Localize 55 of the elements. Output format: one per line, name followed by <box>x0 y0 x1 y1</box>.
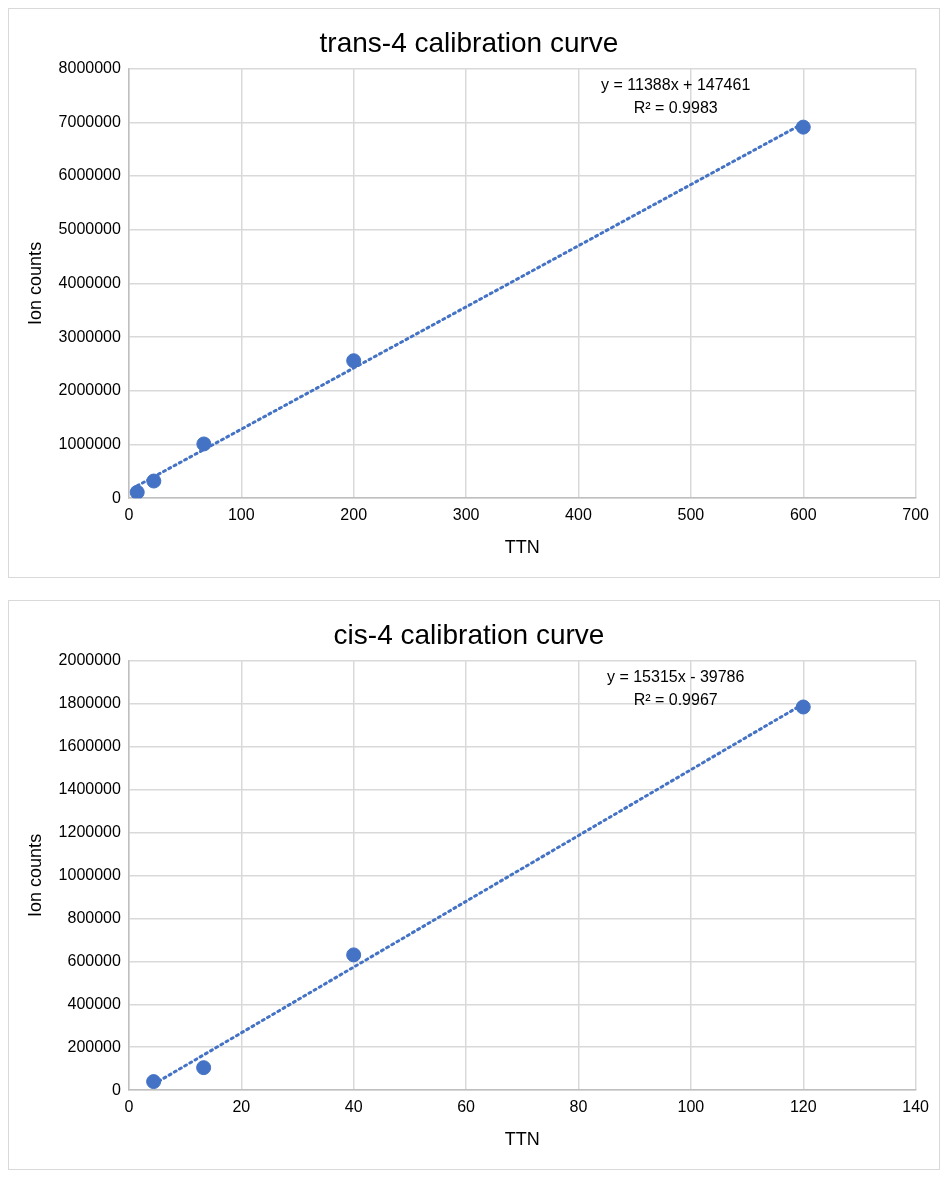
x-tick-label: 500 <box>677 506 705 524</box>
annotation: y = 11388x + 147461 <box>601 76 751 94</box>
y-tick-label: 5000000 <box>58 220 121 238</box>
x-tick-label: 140 <box>902 1098 930 1116</box>
y-tick-label: 800000 <box>67 908 121 926</box>
point <box>346 947 362 963</box>
annotation: R² = 0.9967 <box>633 691 718 709</box>
y-tick-label: 600000 <box>67 951 121 969</box>
x-tick-label: 700 <box>902 506 930 524</box>
point <box>795 119 811 135</box>
x-axis-title: TTN <box>504 1129 540 1150</box>
y-tick-label: 4000000 <box>58 273 121 291</box>
y-tick-label: 0 <box>111 488 121 506</box>
y-tick-label: 2000000 <box>58 381 121 399</box>
x-axis-title: TTN <box>504 537 540 558</box>
x-tick-label: 600 <box>789 506 817 524</box>
y-tick-label: 6000000 <box>58 166 121 184</box>
x-tick-label: 0 <box>124 1098 134 1116</box>
y-tick-label: 1400000 <box>58 779 121 797</box>
y-tick-label: 3000000 <box>58 327 121 345</box>
x-tick-label: 300 <box>452 506 480 524</box>
point <box>795 699 811 715</box>
annotation: y = 15315x - 39786 <box>606 668 745 686</box>
x-tick-label: 400 <box>565 506 592 524</box>
y-tick-label: 7000000 <box>58 112 121 130</box>
y-axis-title: Ion counts <box>24 833 45 917</box>
x-tick-label: 100 <box>677 1098 705 1116</box>
y-tick-label: 1000000 <box>58 434 121 452</box>
y-tick-label: 1200000 <box>58 822 121 840</box>
x-tick-label: 200 <box>340 506 368 524</box>
x-tick-label: 20 <box>232 1098 251 1116</box>
point <box>196 436 212 452</box>
chart-title: trans-4 calibration curve <box>319 26 619 58</box>
annotation: R² = 0.9983 <box>633 99 718 117</box>
y-tick-label: 400000 <box>67 994 121 1012</box>
x-tick-label: 40 <box>344 1098 363 1116</box>
y-tick-label: 0 <box>111 1080 121 1098</box>
point <box>196 1060 212 1076</box>
x-tick-label: 100 <box>227 506 255 524</box>
y-axis-title: Ion counts <box>24 241 45 325</box>
point <box>146 473 162 489</box>
chart-title: cis-4 calibration curve <box>333 618 605 650</box>
y-tick-label: 8000000 <box>58 59 121 77</box>
y-tick-label: 1800000 <box>58 693 121 711</box>
y-tick-label: 2000000 <box>58 651 121 669</box>
x-tick-label: 0 <box>124 506 134 524</box>
x-tick-label: 120 <box>789 1098 817 1116</box>
y-tick-label: 1600000 <box>58 736 121 754</box>
point <box>346 353 362 369</box>
point <box>129 484 145 499</box>
x-tick-label: 60 <box>457 1098 476 1116</box>
y-tick-label: 200000 <box>67 1037 121 1055</box>
x-tick-label: 80 <box>569 1098 588 1116</box>
point <box>146 1074 162 1090</box>
y-tick-label: 1000000 <box>58 865 121 883</box>
